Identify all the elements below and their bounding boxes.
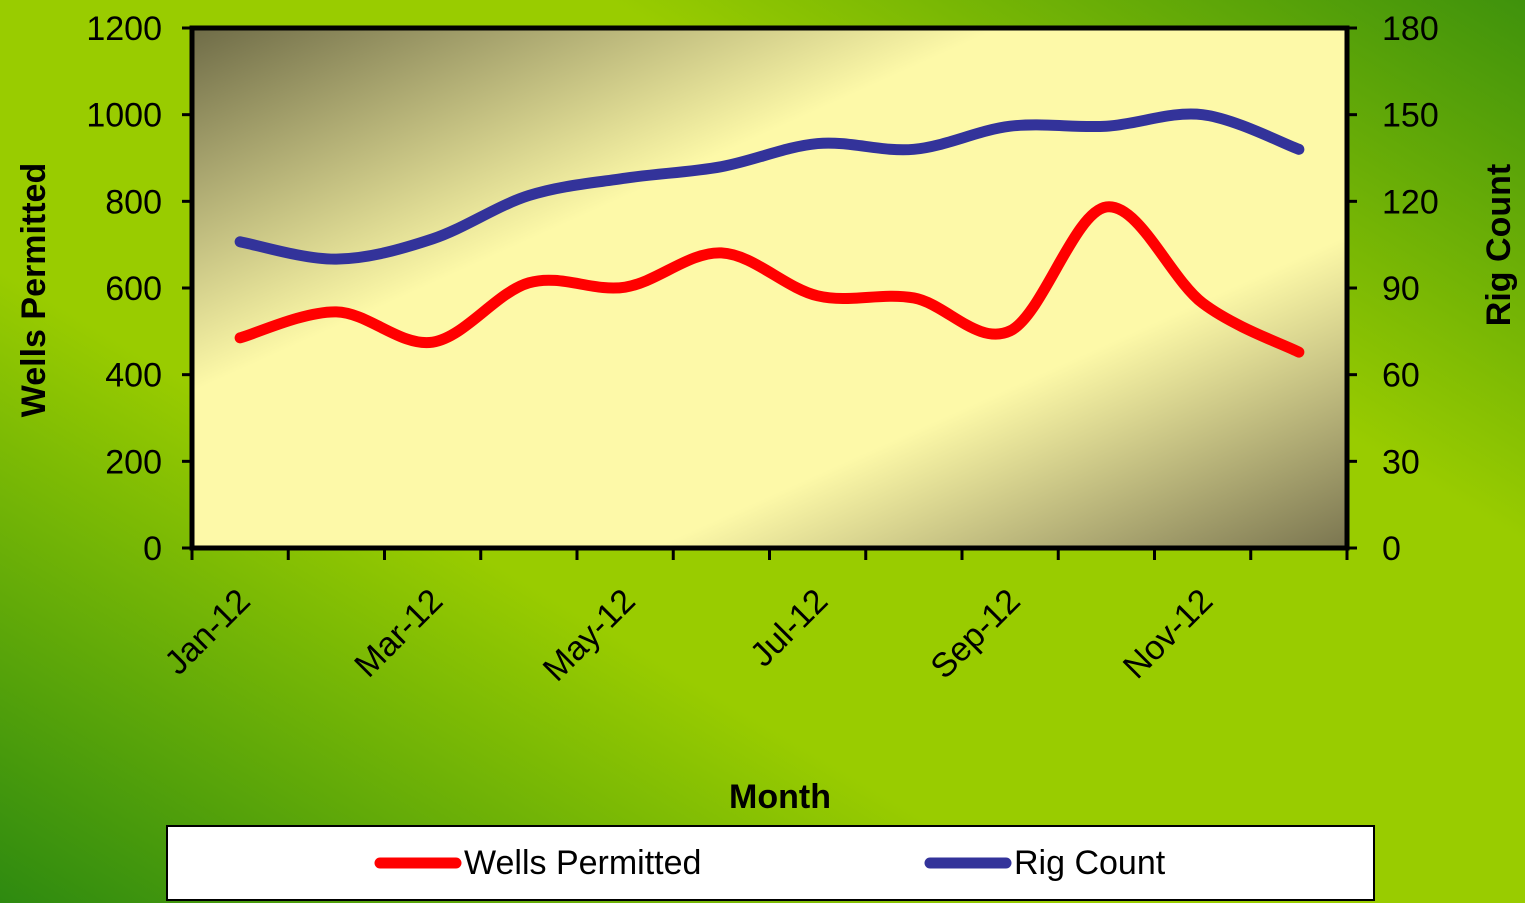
y-tick-label: 1200 [86,10,162,48]
y-tick-label: 200 [105,443,162,481]
y-tick-label: 800 [105,183,162,221]
y2-tick-label: 60 [1382,357,1420,395]
y-tick-label: 1000 [86,97,162,135]
y-tick-label: 400 [105,357,162,395]
x-axis-title: Month [729,778,831,816]
y-axis-title: Wells Permitted [15,163,53,417]
y-tick-label: 600 [105,270,162,308]
legend-label: Rig Count [1014,844,1166,882]
y2-tick-label: 180 [1382,10,1439,48]
legend-label: Wells Permitted [464,844,701,882]
y2-tick-label: 90 [1382,270,1420,308]
series-line [234,201,1305,358]
y2-axis-title: Rig Count [1480,164,1518,326]
y2-tick-label: 0 [1382,530,1401,568]
y2-tick-label: 30 [1382,443,1420,481]
y2-tick-label: 150 [1382,97,1439,135]
y-tick-label: 0 [143,530,162,568]
legend-box [166,825,1375,901]
plot-area [189,25,1350,551]
y2-tick-label: 120 [1382,183,1439,221]
series-line [234,108,1305,265]
